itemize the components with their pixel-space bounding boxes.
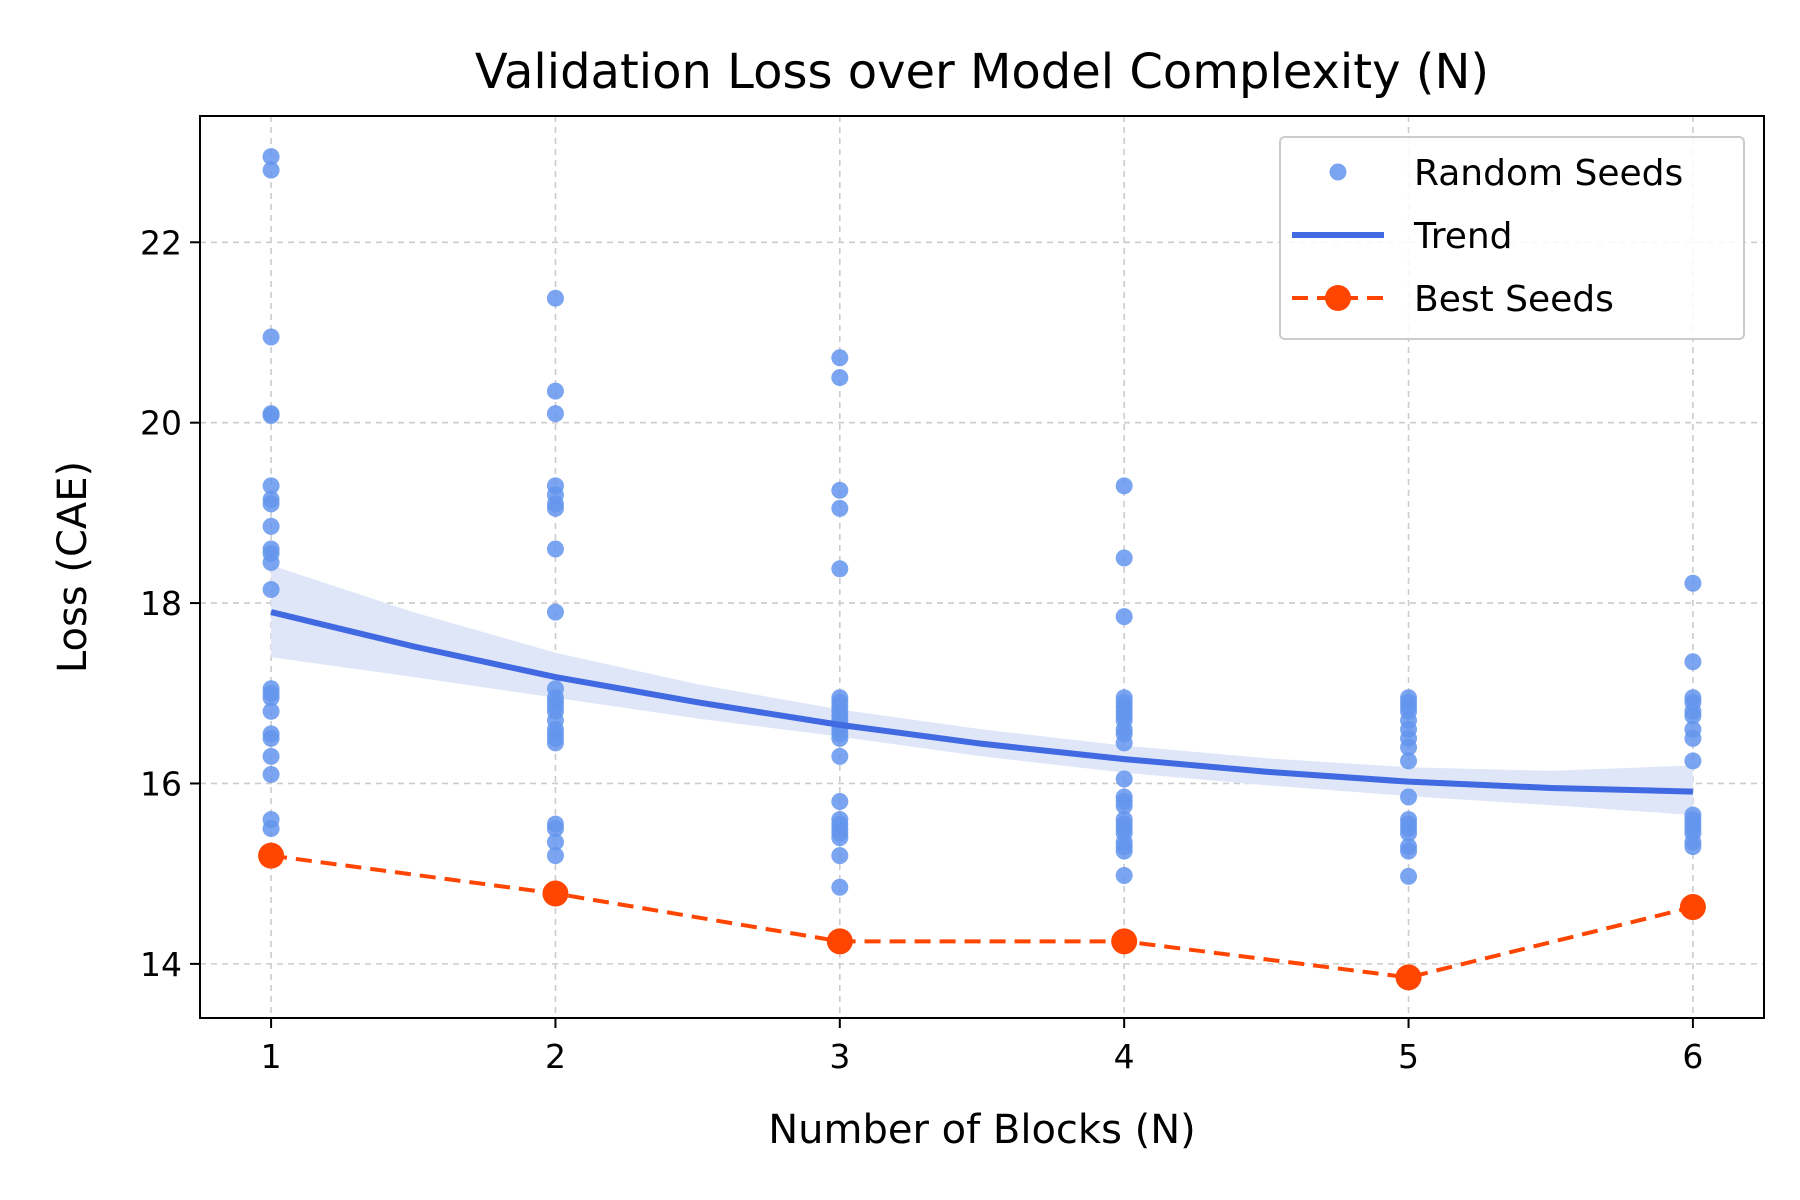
random-seed-point [1684,838,1702,856]
random-seed-point [546,734,564,752]
random-seed-point [1400,824,1418,842]
random-seed-point [546,499,564,517]
chart-title: Validation Loss over Model Complexity (N… [475,44,1489,100]
random-seed-point [831,729,849,747]
random-seed-point [831,847,849,865]
random-seed-point [262,581,280,599]
random-seed-point [831,369,849,387]
random-seed-point [262,161,280,179]
random-seed-point [262,820,280,838]
random-seed-point [546,603,564,621]
random-seed-point [1115,866,1133,884]
random-seed-point [1684,574,1702,592]
random-seed-point [1400,842,1418,860]
random-seed-point [1115,608,1133,626]
random-seed-point [831,499,849,517]
best-seed-point [826,928,853,955]
random-seeds-series [262,148,1702,896]
random-seed-point [546,820,564,838]
random-seed-point [1400,738,1418,756]
x-axis: 1 2 3 4 5 6 [261,1018,1703,1076]
y-tick-label: 20 [140,404,182,443]
legend-label-trend: Trend [1413,216,1513,257]
random-seed-point [1115,842,1133,860]
legend-label-random-seeds: Random Seeds [1414,153,1683,194]
x-tick-label: 5 [1398,1037,1419,1076]
random-seed-point [831,560,849,578]
random-seed-point [1115,770,1133,788]
random-seed-point [262,495,280,513]
random-seed-point [1684,752,1702,770]
legend: Random Seeds Trend Best Seeds [1279,136,1745,340]
random-seed-point [546,382,564,400]
x-tick-label: 3 [829,1037,850,1076]
random-seed-point [1115,477,1133,495]
y-axis: 14 16 18 20 22 [140,223,200,984]
random-seed-point [262,702,280,720]
y-tick-label: 16 [140,764,182,803]
x-tick-label: 2 [545,1037,566,1076]
random-seed-point [262,553,280,571]
random-seed-point [1115,797,1133,815]
best-seed-point [1111,928,1138,955]
random-seed-point [1115,549,1133,567]
trend-line [270,609,1693,795]
x-tick-label: 1 [261,1037,282,1076]
y-tick-label: 14 [140,945,182,984]
random-seed-point [546,847,564,865]
random-seed-point [546,540,564,558]
y-tick-label: 18 [140,584,182,623]
random-seed-point [831,829,849,847]
random-seed-point [262,406,280,424]
random-seed-point [546,405,564,423]
legend-swatch-best-seeds-marker [1325,285,1351,311]
random-seed-point [1400,867,1418,885]
best-seed-point [258,842,285,869]
legend-label-best-seeds: Best Seeds [1414,279,1614,320]
random-seed-point [546,289,564,307]
random-seed-point [831,878,849,896]
random-seed-point [1115,734,1133,752]
random-seed-point [831,793,849,811]
legend-swatch-random-seeds [1329,163,1347,181]
random-seed-point [262,765,280,783]
random-seed-point [831,481,849,499]
best-seed-point [1679,894,1706,921]
random-seed-point [262,747,280,765]
random-seed-point [831,349,849,367]
random-seed-point [831,747,849,765]
random-seed-point [262,729,280,747]
random-seed-point [262,689,280,707]
random-seed-point [262,477,280,495]
best-seeds-series [258,842,1706,991]
x-tick-label: 4 [1114,1037,1135,1076]
x-tick-label: 6 [1682,1037,1703,1076]
random-seed-point [546,833,564,851]
random-seed-point [1400,788,1418,806]
best-seed-point [542,880,569,907]
legend-box [1279,136,1745,340]
random-seed-point [262,328,280,346]
random-seed-point [1684,729,1702,747]
x-axis-label: Number of Blocks (N) [768,1107,1196,1153]
random-seed-point [1400,752,1418,770]
plot-frame [199,115,1765,1019]
random-seed-point [1684,707,1702,725]
y-axis-label: Loss (CAE) [50,461,96,673]
y-tick-label: 22 [140,223,182,262]
random-seed-point [1684,653,1702,671]
best-seed-point [1395,964,1422,991]
trend-series [270,609,1693,795]
random-seed-point [262,517,280,535]
random-seed-point [262,148,280,166]
best-seeds-line [270,853,1694,980]
